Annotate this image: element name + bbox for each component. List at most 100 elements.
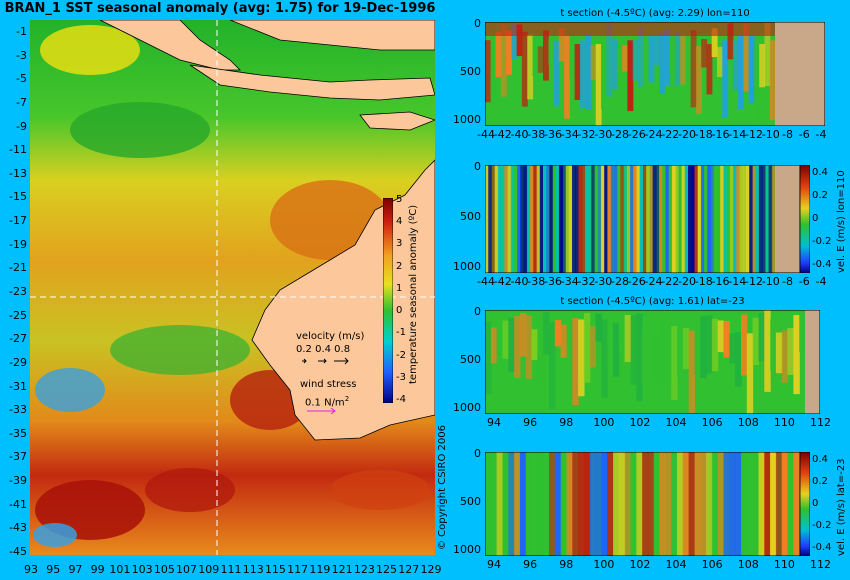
section-cell (717, 165, 721, 273)
panel-x-tick: -12 (745, 275, 763, 288)
section-cell (677, 328, 684, 378)
section-cell (706, 452, 713, 556)
section-plot[interactable] (485, 452, 800, 556)
section-cell (707, 165, 712, 273)
section-cell (496, 452, 503, 556)
panel-x-tick: -44 (477, 275, 495, 288)
section-cell (700, 165, 705, 273)
section-cell (741, 314, 748, 376)
section-cell (620, 165, 625, 273)
section-cell (607, 311, 614, 367)
land-timor (359, 111, 435, 131)
panel-x-tick: 108 (737, 558, 759, 571)
section-cell (764, 310, 771, 392)
section-cell (583, 452, 591, 556)
section-cell (675, 165, 679, 273)
section-cell (729, 333, 736, 364)
section-cell (485, 452, 492, 556)
section-cell (732, 39, 739, 91)
section-cell (739, 165, 744, 273)
section-cell (685, 24, 692, 91)
section-cell (568, 165, 573, 273)
lon-tick-label: 129 (420, 563, 442, 576)
sst-anomaly-map[interactable] (30, 20, 435, 555)
lon-tick-label: 117 (287, 563, 309, 576)
map-colorbar (383, 198, 393, 403)
section-cell (649, 165, 654, 273)
section-cell (624, 452, 631, 556)
section-cell (738, 35, 744, 109)
panel-x-tick: -20 (678, 128, 696, 141)
section-cell (583, 313, 591, 383)
section-cell (630, 315, 637, 385)
section-cell (659, 165, 663, 273)
land-sumatra (99, 20, 241, 71)
section-plot[interactable] (485, 165, 800, 273)
lat-tick-label: -29 (9, 355, 27, 369)
map-title: BRAN_1 SST seasonal anomaly (avg: 1.75) … (4, 1, 436, 16)
panel-y-tick: 1000 (453, 113, 481, 126)
panel-x-tick: -42 (493, 275, 512, 288)
section-cell (539, 165, 544, 273)
section-cell (519, 452, 527, 556)
panel-x-tick: -32 (577, 275, 596, 288)
section-plot[interactable] (485, 22, 825, 126)
panel-x-tick: 104 (665, 416, 687, 429)
section-cell (554, 452, 562, 556)
panel-x-tick: -24 (644, 128, 663, 141)
panel-x-tick: -8 (782, 275, 793, 288)
section-cell (627, 40, 634, 112)
map-colorbar-tick: -4 (396, 394, 406, 405)
panel-x-tick: 112 (810, 558, 831, 571)
section-cell (613, 165, 618, 273)
section-plot[interactable] (485, 310, 820, 414)
velocity-colorbar (800, 165, 810, 273)
panel-y-tick: 1000 (453, 260, 481, 273)
panel-x-tick: -18 (694, 128, 713, 141)
panel-x-tick: 112 (810, 416, 831, 429)
section-cell (690, 30, 697, 108)
wind-stress-scale: 0.1 N/m2 (305, 395, 350, 409)
lon-tick-label: 127 (398, 563, 420, 576)
lat-tick-label: -45 (9, 545, 27, 558)
section-cell (735, 452, 742, 556)
section-cell (553, 40, 560, 107)
panel-x-tick: 108 (737, 416, 759, 429)
lon-tick-label: 101 (109, 563, 131, 576)
panel-x-tick: -10 (761, 128, 780, 141)
velocity-arrows (302, 357, 349, 365)
panel-x-tick: -30 (594, 275, 613, 288)
section-cell (552, 165, 557, 273)
panel-x-tick: -30 (594, 128, 613, 141)
section-cell (595, 452, 602, 556)
section-cell (527, 34, 534, 100)
section-cell (749, 165, 753, 273)
section-cell (606, 23, 613, 97)
panel-x-tick: -22 (661, 128, 680, 141)
panel-x-tick: -28 (611, 128, 629, 141)
panel-x-tick: -42 (493, 128, 512, 141)
panel-x-tick: -40 (510, 128, 529, 141)
section-cell (500, 24, 507, 97)
section-cell (601, 452, 608, 556)
section-cell (752, 317, 759, 366)
lon-tick-label: 97 (68, 563, 83, 576)
panel-x-tick: 104 (665, 558, 687, 571)
lon-tick-label: 105 (153, 563, 175, 576)
section-cell (653, 35, 660, 66)
section-cell (604, 165, 608, 273)
panel-x-tick: -36 (544, 275, 562, 288)
section-cell (531, 329, 538, 361)
section-cell (706, 315, 713, 374)
section-cell (508, 317, 515, 372)
section-cell (560, 452, 567, 556)
lon-tick-label: 115 (264, 563, 286, 576)
map-colorbar-tick: 4 (396, 216, 403, 228)
section-cell (695, 46, 702, 114)
lat-tick-label: -35 (9, 426, 27, 440)
panel-y-tick: 1000 (453, 401, 481, 414)
lon-tick-label: 103 (131, 563, 153, 576)
section-cell (491, 165, 496, 273)
panel-x-tick: 106 (701, 558, 723, 571)
panel-y-tick: 0 (474, 17, 481, 30)
